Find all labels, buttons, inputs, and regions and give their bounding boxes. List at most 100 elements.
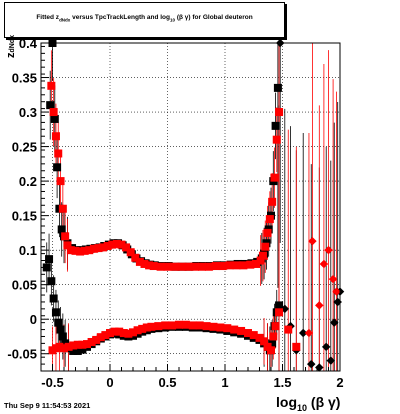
data-point-red <box>246 260 255 269</box>
data-point-red <box>133 326 142 335</box>
data-point-red <box>202 322 211 331</box>
data-point-red <box>51 132 60 141</box>
data-point-black <box>45 255 54 264</box>
y-tick-label: 0.3 <box>19 105 37 120</box>
data-point-red <box>216 323 225 332</box>
data-point-red <box>124 329 133 338</box>
title-box: Fitted zdNdx versus TpcTrackLength and l… <box>4 2 285 38</box>
data-point-red <box>260 337 269 346</box>
data-point-red <box>249 331 258 340</box>
data-point-red <box>76 247 85 256</box>
data-point-red <box>263 228 272 237</box>
data-point-red <box>209 322 218 331</box>
data-point-red <box>85 246 94 255</box>
data-point-red <box>230 325 239 334</box>
y-axis-label-sub: dNdx <box>9 35 16 53</box>
data-point-red-tail <box>332 287 341 296</box>
data-point-red <box>115 327 124 336</box>
y-axis-label: zdNdx <box>5 35 17 58</box>
data-point-red <box>272 135 281 144</box>
x-axis-label-tail: (β γ) <box>307 394 341 410</box>
data-point-red <box>117 240 126 249</box>
y-tick-label: 0.4 <box>19 36 38 51</box>
data-point-red <box>147 322 156 331</box>
data-point-red <box>223 324 232 333</box>
data-point-red <box>119 329 128 338</box>
data-point-red <box>184 262 193 271</box>
data-point-red <box>218 262 227 271</box>
data-point-red <box>110 327 119 336</box>
data-point-red <box>60 344 68 353</box>
data-point-red <box>149 262 158 271</box>
title-subscript-1: dNdx <box>59 17 71 23</box>
data-point-red <box>135 257 144 266</box>
data-point-red <box>56 177 65 186</box>
data-point-black <box>50 114 59 123</box>
data-point-red <box>138 324 147 333</box>
data-point-red-tail <box>324 245 333 255</box>
data-point-red-tail <box>308 236 317 246</box>
data-point-black-tail <box>298 328 308 338</box>
data-point-red <box>66 246 75 255</box>
x-tick-label: -0.5 <box>41 375 63 390</box>
data-point-black <box>271 121 280 130</box>
data-point-red-tail <box>319 259 329 269</box>
y-tick-label: 0.35 <box>12 71 37 86</box>
data-point-red <box>168 321 177 330</box>
data-point-black <box>73 346 82 355</box>
data-point-red <box>284 325 293 334</box>
data-point-red <box>58 204 67 213</box>
data-point-black <box>42 263 51 272</box>
data-point-red <box>265 215 274 224</box>
x-axis-label-sub: 10 <box>297 403 308 413</box>
data-point-red <box>112 239 121 248</box>
data-point-red <box>270 173 279 182</box>
data-point-red <box>170 262 179 271</box>
data-point-red <box>69 341 78 350</box>
data-point-black-tail <box>307 359 316 369</box>
y-tick-label: 0.05 <box>12 278 37 293</box>
y-tick-label: 0.1 <box>19 243 37 258</box>
data-point-red <box>198 262 206 271</box>
data-point-red <box>106 329 114 338</box>
data-point-red <box>225 261 234 270</box>
data-point-red <box>54 149 63 158</box>
data-point-red <box>55 342 64 351</box>
y-tick-label: 0.15 <box>12 209 37 224</box>
data-point-red <box>61 232 70 241</box>
x-tick-label: 1.5 <box>273 375 291 390</box>
data-point-red-tail <box>328 274 338 284</box>
data-point-red <box>49 108 58 117</box>
x-tick-label: 0.5 <box>158 375 176 390</box>
data-point-red <box>163 262 172 271</box>
data-point-red <box>261 242 270 251</box>
data-point-red <box>142 323 151 332</box>
data-point-red <box>129 328 137 337</box>
data-point-red <box>292 342 301 351</box>
data-point-red <box>89 244 98 253</box>
data-point-red <box>156 262 165 271</box>
data-point-black <box>51 308 60 317</box>
data-point-red <box>122 243 131 252</box>
data-point-black <box>57 225 66 234</box>
data-point-red <box>64 342 73 351</box>
data-point-red <box>175 320 183 329</box>
data-point-red <box>204 262 213 271</box>
data-point-black <box>69 346 78 355</box>
data-point-red <box>71 246 80 255</box>
data-point-red <box>140 259 149 268</box>
data-point-red <box>258 251 267 260</box>
title-subscript-2: 10 <box>170 17 176 23</box>
data-point-red <box>181 320 190 329</box>
data-point-red <box>252 259 261 268</box>
data-point-red <box>47 81 56 90</box>
data-point-red <box>232 261 241 270</box>
data-point-red <box>177 262 186 271</box>
data-point-red <box>131 253 140 262</box>
data-point-black <box>58 332 67 341</box>
data-point-red <box>99 243 108 252</box>
data-point-black <box>56 325 65 334</box>
data-point-red <box>244 329 252 338</box>
data-point-red <box>191 262 200 271</box>
data-point-red <box>145 261 154 270</box>
